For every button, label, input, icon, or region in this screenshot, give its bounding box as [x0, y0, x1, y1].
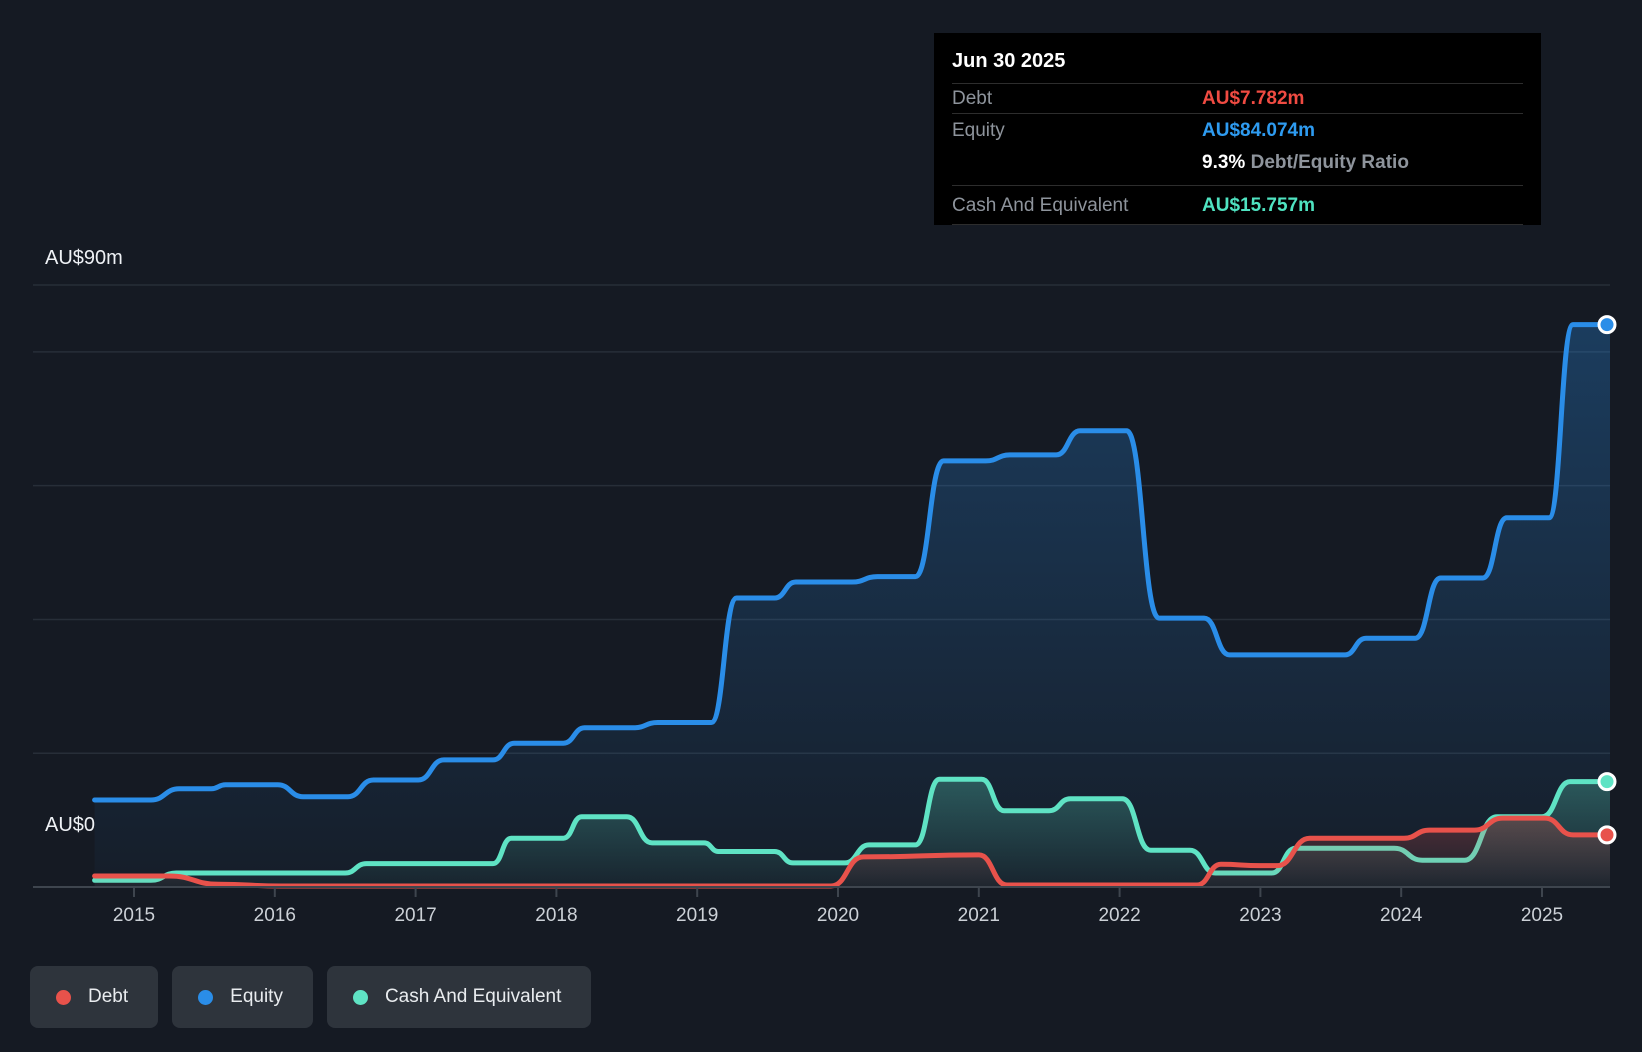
x-axis-label-2025: 2025 [1521, 905, 1563, 926]
chart-series [92, 322, 1613, 889]
x-axis-label-2016: 2016 [254, 905, 296, 926]
legend-cash-label: Cash And Equivalent [384, 986, 562, 1007]
tooltip-row-equity: Equity AU$84.074m [952, 113, 1523, 147]
y-axis-max-label: AU$90m [45, 247, 123, 269]
legend-item-debt[interactable]: Debt [30, 966, 159, 1028]
legend-equity-label: Equity [230, 986, 283, 1007]
x-axis-label-2024: 2024 [1380, 905, 1423, 926]
tooltip-cash-value: AU$15.757m [1202, 195, 1316, 216]
tooltip-equity-label: Equity [952, 120, 1005, 141]
tooltip-ratio: 9.3% Debt/Equity Ratio [1202, 147, 1409, 179]
x-axis-label-2017: 2017 [394, 905, 436, 926]
x-axis-label-2021: 2021 [958, 905, 1000, 926]
chart-tooltip: Jun 30 2025 Debt AU$7.782m Equity AU$84.… [934, 33, 1541, 225]
debt-legend-dot-icon [56, 989, 71, 1005]
tooltip-ratio-label: Debt/Equity Ratio [1245, 152, 1409, 173]
chart-legend: Debt Equity Cash And Equivalent [30, 966, 592, 1028]
x-axis: 2015 2016 2017 2018 2019 2020 2021 2022 2023 2024… [33, 886, 1610, 926]
series-area-debt [94, 818, 1611, 887]
tooltip-row-debt: Debt AU$7.782m [952, 83, 1523, 113]
tooltip-ratio-value: 9.3% [1202, 152, 1246, 173]
series-line-equity [92, 322, 1613, 803]
x-axis-label-2022: 2022 [1098, 905, 1140, 926]
end-marker-cash-and-equivalent [1597, 772, 1617, 792]
y-axis-zero-label: AU$0 [45, 814, 95, 836]
tooltip-debt-value: AU$7.782m [1202, 88, 1305, 109]
x-axis-label-2020: 2020 [817, 905, 859, 926]
tooltip-row-cash: Cash And Equivalent AU$15.757m [952, 185, 1523, 225]
tooltip-debt-label: Debt [952, 88, 993, 109]
tooltip-row-ratio: 9.3% Debt/Equity Ratio [952, 147, 1523, 185]
series-end-markers [1597, 315, 1617, 845]
legend-debt-label: Debt [88, 986, 129, 1007]
tooltip-date: Jun 30 2025 [952, 50, 1066, 72]
tooltip-cash-label: Cash And Equivalent [952, 195, 1129, 216]
x-axis-label-2019: 2019 [676, 905, 718, 926]
tooltip-equity-value: AU$84.074m [1202, 120, 1316, 141]
series-area-equity [94, 324, 1611, 887]
cash-legend-dot-icon [352, 989, 368, 1005]
legend-item-cash[interactable]: Cash And Equivalent [326, 966, 592, 1028]
equity-legend-dot-icon [198, 989, 214, 1005]
end-marker-equity [1597, 315, 1617, 335]
legend-item-equity[interactable]: Equity [172, 966, 313, 1028]
x-axis-label-2018: 2018 [535, 905, 577, 926]
end-marker-debt [1597, 825, 1617, 845]
x-axis-label-2023: 2023 [1239, 905, 1281, 926]
x-axis-label-2015: 2015 [113, 905, 155, 926]
series-line-debt [92, 815, 1613, 889]
